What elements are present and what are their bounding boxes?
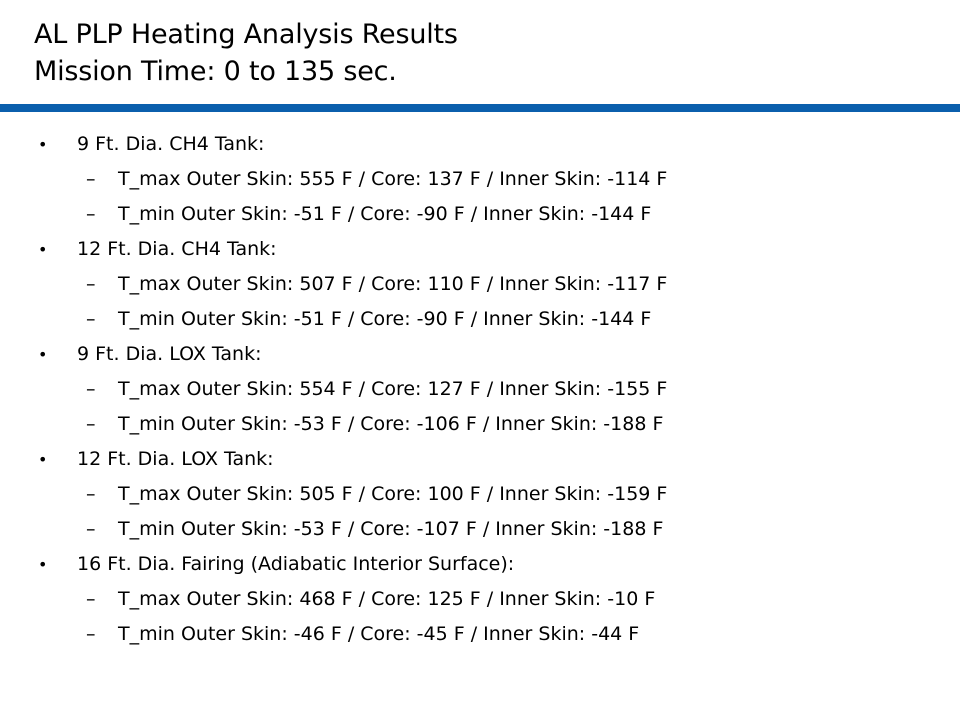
dash-icon: – — [86, 483, 96, 505]
dash-icon: – — [86, 273, 96, 295]
title-divider — [0, 104, 960, 112]
sub-list-item-text: T_max Outer Skin: 505 F / Core: 100 F / … — [118, 483, 668, 505]
title-line-2: Mission Time: 0 to 135 sec. — [34, 56, 397, 87]
page-title: AL PLP Heating Analysis Results Mission … — [34, 16, 458, 90]
sub-list-item: – T_min Outer Skin: -51 F / Core: -90 F /… — [0, 198, 960, 233]
sub-list-item: – T_max Outer Skin: 555 F / Core: 137 F /… — [0, 163, 960, 198]
sub-list-item: – T_max Outer Skin: 468 F / Core: 125 F /… — [0, 583, 960, 618]
sub-list-item-text: T_min Outer Skin: -51 F / Core: -90 F / … — [118, 308, 652, 330]
sub-list-item-text: T_max Outer Skin: 555 F / Core: 137 F / … — [118, 168, 668, 190]
bullet-list: • 9 Ft. Dia. CH4 Tank: – T_max Outer Skin: … — [0, 128, 960, 653]
dash-icon: – — [86, 378, 96, 400]
sub-list-item: – T_min Outer Skin: -46 F / Core: -45 F /… — [0, 618, 960, 653]
list-item: • 12 Ft. Dia. LOX Tank: — [0, 443, 960, 478]
sub-list-item-text: T_min Outer Skin: -53 F / Core: -106 F /… — [118, 413, 664, 435]
sub-list-item: – T_min Outer Skin: -53 F / Core: -106 F … — [0, 408, 960, 443]
title-line-1: AL PLP Heating Analysis Results — [34, 19, 458, 50]
sub-list-item: – T_max Outer Skin: 507 F / Core: 110 F /… — [0, 268, 960, 303]
bullet-icon: • — [38, 555, 48, 574]
dash-icon: – — [86, 518, 96, 540]
bullet-icon: • — [38, 345, 48, 364]
dash-icon: – — [86, 203, 96, 225]
sub-list-item-text: T_min Outer Skin: -46 F / Core: -45 F / … — [118, 623, 640, 645]
list-item-label: 12 Ft. Dia. CH4 Tank: — [77, 238, 277, 260]
sub-list-item: – T_max Outer Skin: 554 F / Core: 127 F /… — [0, 373, 960, 408]
dash-icon: – — [86, 588, 96, 610]
sub-list-item: – T_max Outer Skin: 505 F / Core: 100 F /… — [0, 478, 960, 513]
list-item: • 12 Ft. Dia. CH4 Tank: — [0, 233, 960, 268]
sub-list-item-text: T_max Outer Skin: 507 F / Core: 110 F / … — [118, 273, 668, 295]
sub-list-item-text: T_min Outer Skin: -51 F / Core: -90 F / … — [118, 203, 652, 225]
dash-icon: – — [86, 308, 96, 330]
list-item: • 16 Ft. Dia. Fairing (Adiabatic Interior… — [0, 548, 960, 583]
sub-list-item-text: T_min Outer Skin: -53 F / Core: -107 F /… — [118, 518, 664, 540]
dash-icon: – — [86, 623, 96, 645]
sub-list-item: – T_min Outer Skin: -51 F / Core: -90 F /… — [0, 303, 960, 338]
dash-icon: – — [86, 168, 96, 190]
dash-icon: – — [86, 413, 96, 435]
list-item: • 9 Ft. Dia. LOX Tank: — [0, 338, 960, 373]
list-item: • 9 Ft. Dia. CH4 Tank: — [0, 128, 960, 163]
bullet-icon: • — [38, 450, 48, 469]
list-item-label: 12 Ft. Dia. LOX Tank: — [77, 448, 274, 470]
list-item-label: 9 Ft. Dia. LOX Tank: — [77, 343, 262, 365]
sub-list-item: – T_min Outer Skin: -53 F / Core: -107 F … — [0, 513, 960, 548]
bullet-icon: • — [38, 240, 48, 259]
list-item-label: 16 Ft. Dia. Fairing (Adiabatic Interior … — [77, 553, 515, 575]
sub-list-item-text: T_max Outer Skin: 554 F / Core: 127 F / … — [118, 378, 668, 400]
bullet-icon: • — [38, 135, 48, 154]
sub-list-item-text: T_max Outer Skin: 468 F / Core: 125 F / … — [118, 588, 656, 610]
list-item-label: 9 Ft. Dia. CH4 Tank: — [77, 133, 265, 155]
